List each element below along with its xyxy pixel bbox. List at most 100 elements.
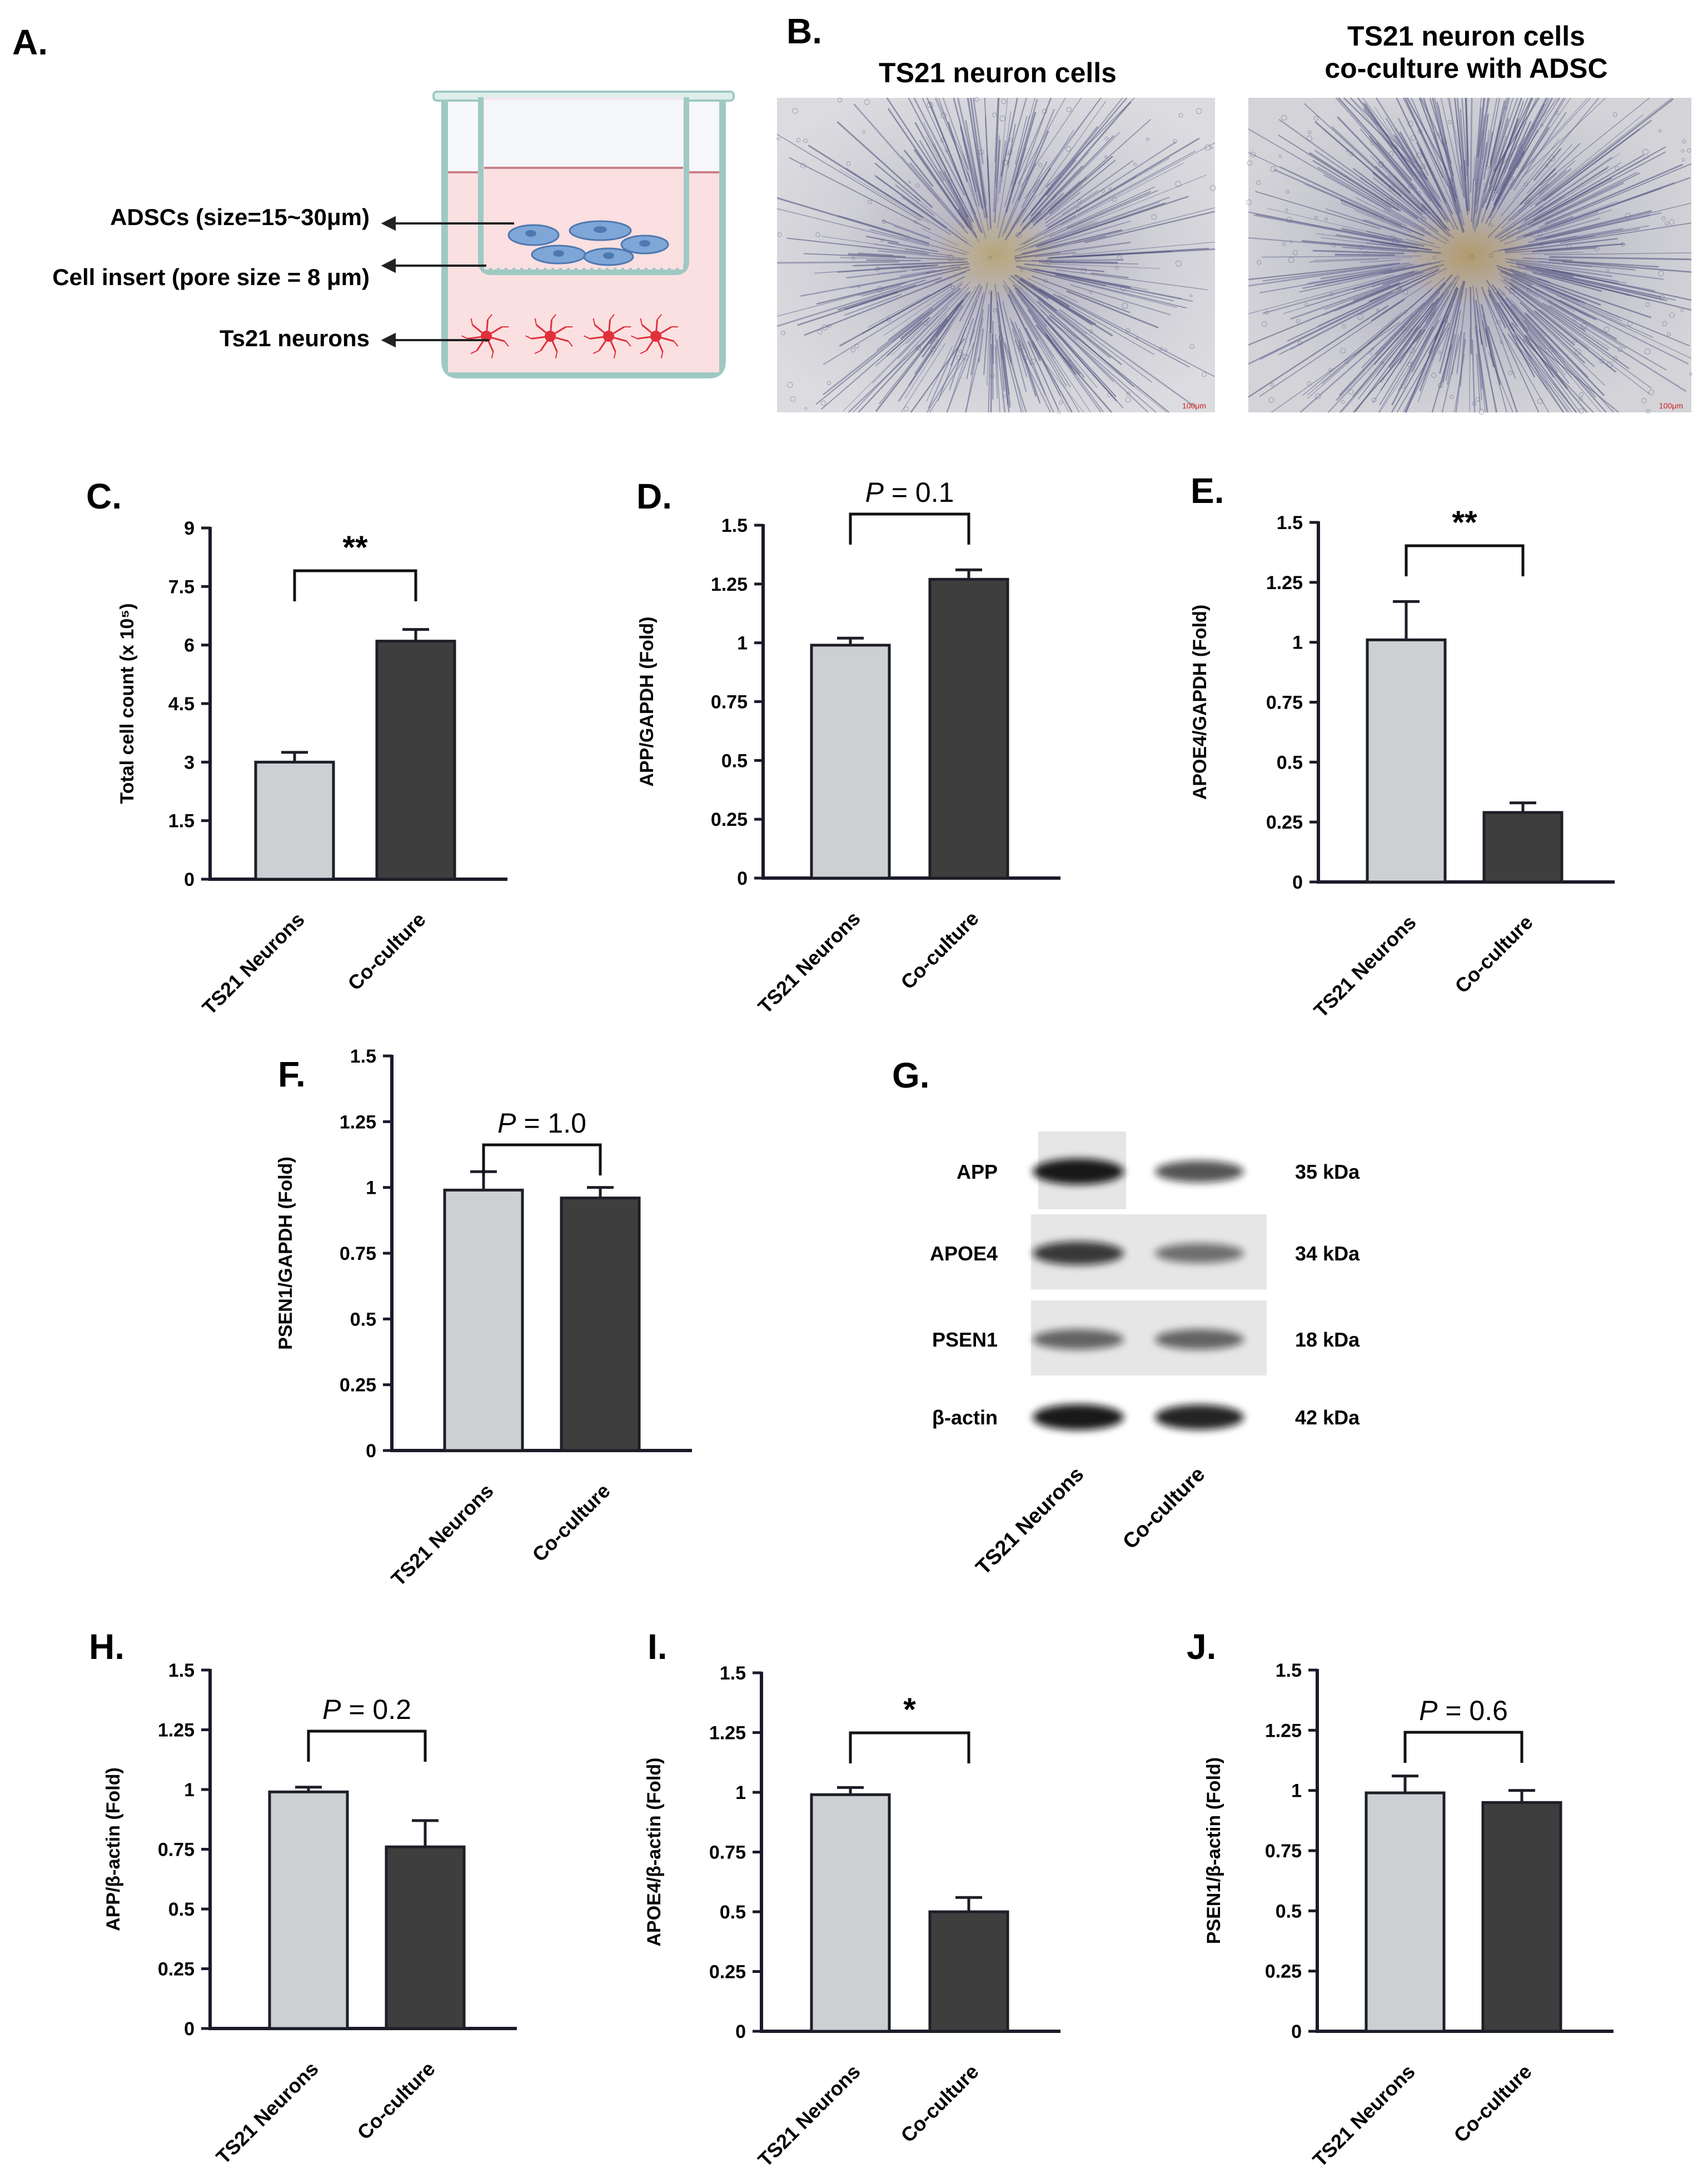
y-axis-label: APOE4/β-actin (Fold) bbox=[644, 1758, 665, 1947]
y-axis-label: APP/GAPDH (Fold) bbox=[636, 617, 658, 787]
blot-kda-label: 18 kDa bbox=[1295, 1328, 1360, 1351]
significance-label: P = 0.1 bbox=[865, 477, 954, 508]
blot-band-coculture bbox=[1155, 1404, 1244, 1430]
scale-bar-right: 100μm bbox=[1659, 401, 1683, 410]
y-axis-label: Total cell count (x 10⁵) bbox=[117, 603, 138, 804]
bar-co-culture bbox=[1481, 1801, 1562, 2033]
significance-bracket bbox=[1405, 544, 1525, 576]
label-ts21-neurons: Ts21 neurons bbox=[220, 325, 370, 351]
significance-label: P = 1.0 bbox=[497, 1108, 586, 1139]
bar-charts: C. 0 1.5 3 4.5 6 7.5 9 Total cell count (x 10⁵) T… bbox=[86, 471, 1615, 2171]
y-axis-label: APOE4/GAPDH (Fold) bbox=[1189, 605, 1211, 800]
y-axis-label: PSEN1/GAPDH (Fold) bbox=[275, 1157, 296, 1350]
neuron-icon bbox=[584, 314, 631, 358]
y-tick-label: 0 bbox=[737, 868, 748, 889]
bar-co-culture bbox=[928, 577, 1009, 880]
panel-letter: D. bbox=[636, 476, 672, 516]
bar-chart-i: I. 0 0.25 0.5 0.75 1 1.25 1.5 APOE4/β-actin (Fol… bbox=[644, 1627, 1060, 2171]
bar-co-culture bbox=[560, 1197, 641, 1452]
blot-band-coculture bbox=[1155, 1329, 1244, 1350]
x-tick-label: Co-culture bbox=[896, 907, 983, 994]
bar-ts21-neurons bbox=[810, 644, 891, 880]
scale-bar-left: 100μm bbox=[1182, 401, 1206, 410]
x-tick-label: Co-culture bbox=[352, 2057, 439, 2144]
panel-letter-b: B. bbox=[786, 11, 822, 51]
micrograph-right-title-line1: TS21 neuron cells bbox=[1347, 21, 1585, 52]
y-tick-label: 0.75 bbox=[1265, 1841, 1302, 1862]
y-tick-label: 1.25 bbox=[709, 1723, 746, 1744]
x-tick-label: TS21 Neurons bbox=[211, 2057, 322, 2169]
micrograph-right: 100μm bbox=[1246, 97, 1692, 415]
significance-label: P = 0.2 bbox=[322, 1694, 411, 1725]
insert-pores bbox=[489, 268, 679, 273]
bar-chart-c: C. 0 1.5 3 4.5 6 7.5 9 Total cell count (x 10⁵) T… bbox=[86, 476, 507, 1019]
x-tick-label: Co-culture bbox=[1450, 911, 1537, 998]
significance-bracket bbox=[293, 569, 417, 601]
blot-protein-label: PSEN1 bbox=[932, 1328, 998, 1351]
y-tick-label: 7.5 bbox=[168, 576, 195, 597]
label-adscs: ADSCs (size=15~30μm) bbox=[110, 204, 370, 230]
bar-ts21-neurons bbox=[254, 760, 335, 881]
x-tick-label: Co-culture bbox=[527, 1479, 614, 1566]
y-tick-label: 1.25 bbox=[711, 574, 748, 595]
bar-chart-e: E. 0 0.25 0.5 0.75 1 1.25 1.5 APOE4/GAPDH (Fold)… bbox=[1189, 471, 1615, 1022]
panel-letter: I. bbox=[648, 1627, 668, 1667]
y-tick-label: 1.5 bbox=[350, 1046, 376, 1067]
x-tick-label: TS21 Neurons bbox=[1308, 2060, 1419, 2171]
blot-band-coculture bbox=[1155, 1160, 1244, 1183]
bar-co-culture bbox=[375, 640, 456, 881]
y-tick-label: 0 bbox=[735, 2021, 746, 2042]
y-tick-label: 1.5 bbox=[1277, 512, 1303, 534]
blot-row: APP 35 kDa bbox=[957, 1132, 1360, 1209]
x-tick-label: Co-culture bbox=[343, 908, 430, 995]
panel-a-diagram: A. ADSCs ( bbox=[12, 22, 735, 378]
significance-label: P = 0.6 bbox=[1419, 1695, 1508, 1726]
y-tick-label: 1 bbox=[1292, 632, 1303, 654]
panel-letter: H. bbox=[89, 1627, 125, 1667]
micrograph-right-title-line2: co-culture with ADSC bbox=[1324, 53, 1607, 84]
y-tick-label: 0.75 bbox=[711, 692, 748, 713]
y-tick-label: 1.25 bbox=[340, 1112, 376, 1133]
x-tick-label: TS21 Neurons bbox=[1309, 911, 1420, 1022]
y-tick-label: 1 bbox=[737, 633, 748, 654]
x-tick-label: Co-culture bbox=[1449, 2060, 1536, 2147]
y-tick-label: 0.5 bbox=[721, 750, 748, 771]
significance-label: * bbox=[903, 1692, 916, 1728]
panel-b-micrographs: B. TS21 neuron cells TS21 neuron cells c… bbox=[776, 11, 1692, 415]
significance-bracket bbox=[482, 1143, 602, 1175]
adsc-cells bbox=[507, 220, 669, 266]
blot-kda-label: 35 kDa bbox=[1295, 1160, 1360, 1183]
bar-co-culture bbox=[385, 1845, 466, 2030]
blot-band-ts21 bbox=[1033, 1404, 1124, 1431]
panel-g-western-blot: G. APP 35 kDa APOE4 34 kDa PSEN1 18 kDa β-acti… bbox=[892, 1055, 1360, 1579]
x-tick-label: TS21 Neurons bbox=[197, 908, 308, 1019]
bar-chart-f: F. 0 0.25 0.5 0.75 1 1.25 1.5 PSEN1/GAPDH (Fold)… bbox=[275, 1046, 692, 1591]
panel-letter-a: A. bbox=[12, 22, 48, 62]
y-axis-label: PSEN1/β-actin (Fold) bbox=[1203, 1757, 1224, 1944]
panel-letter: E. bbox=[1191, 471, 1224, 511]
y-tick-label: 9 bbox=[184, 518, 195, 539]
y-tick-label: 1.5 bbox=[168, 811, 195, 832]
blot-protein-label: APOE4 bbox=[930, 1242, 998, 1265]
blot-kda-label: 42 kDa bbox=[1295, 1406, 1360, 1429]
bar-ts21-neurons bbox=[1365, 1791, 1446, 2033]
y-tick-label: 1.5 bbox=[1276, 1660, 1302, 1681]
y-tick-label: 3 bbox=[184, 752, 195, 773]
panel-letter: J. bbox=[1187, 1627, 1216, 1667]
significance-label: ** bbox=[1452, 505, 1477, 541]
y-tick-label: 4.5 bbox=[168, 694, 195, 715]
y-tick-label: 1.5 bbox=[720, 1663, 746, 1684]
y-tick-label: 0.75 bbox=[340, 1243, 376, 1264]
blot-band-ts21 bbox=[1033, 1158, 1124, 1185]
y-tick-label: 0 bbox=[184, 869, 195, 890]
bar-chart-h: H. 0 0.25 0.5 0.75 1 1.25 1.5 APP/β-actin (Fold)… bbox=[89, 1627, 517, 2169]
y-tick-label: 0.25 bbox=[1265, 1961, 1302, 1982]
y-tick-label: 0.5 bbox=[720, 1902, 746, 1923]
y-tick-label: 1 bbox=[184, 1780, 195, 1801]
y-tick-label: 0.75 bbox=[158, 1840, 195, 1861]
y-tick-label: 1.25 bbox=[158, 1720, 195, 1741]
y-tick-label: 0 bbox=[366, 1441, 376, 1462]
y-tick-label: 0 bbox=[1292, 872, 1303, 893]
panel-letter: C. bbox=[86, 476, 122, 516]
